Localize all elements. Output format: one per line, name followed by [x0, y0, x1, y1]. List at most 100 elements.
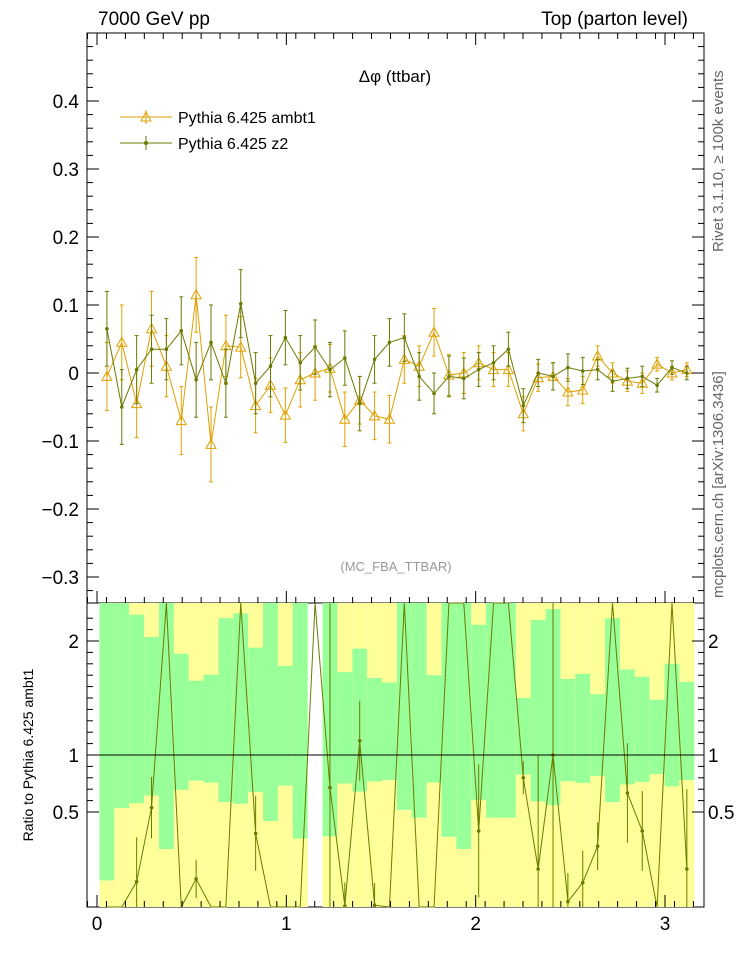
y-tick-label: −0.3	[41, 568, 79, 589]
ratio-tick-label: 2	[68, 632, 79, 653]
data-point-dot	[432, 391, 436, 396]
ratio-band-green	[530, 619, 546, 802]
ratio-band-green	[634, 676, 650, 782]
ratio-band-green	[619, 669, 635, 785]
data-point-triangle	[175, 414, 188, 426]
data-point-dot	[640, 374, 645, 379]
data-point-dot	[134, 367, 139, 372]
ratio-band-green	[337, 672, 353, 784]
data-point-dot	[655, 383, 659, 388]
data-point-dot	[595, 367, 600, 372]
data-point-dot	[328, 367, 332, 372]
ratio-band-green	[426, 675, 442, 783]
data-point-dot	[521, 403, 526, 408]
ratio-tick-label: 0.5	[53, 803, 79, 824]
y-tick-label: −0.2	[41, 500, 79, 521]
data-point-dot	[506, 347, 511, 352]
axis-ticks: 0.4 0.3 0.2 0.1 0 −0.1 −0.2 −0.3 0 1 2 3 2 2 1 1 0.5 0.5	[41, 33, 734, 935]
data-point-dot	[551, 374, 555, 379]
data-point-triangle	[562, 386, 574, 397]
ratio-band-green	[203, 674, 219, 783]
ratio-tick-label-right: 0.5	[708, 803, 734, 824]
ratio-band-green	[99, 603, 115, 881]
legend: Pythia 6.425 ambt1 Pythia 6.425 z2	[120, 110, 316, 153]
ratio-band-green	[486, 603, 501, 818]
data-point-triangle	[130, 397, 143, 409]
x-tick-label: 1	[281, 914, 292, 935]
data-point-triangle	[279, 409, 292, 420]
ratio-band-green	[144, 636, 159, 796]
ratio-band-green	[188, 680, 204, 781]
data-point-dot	[313, 345, 317, 349]
data-point-dot	[253, 381, 258, 386]
series-line-0	[106, 294, 687, 445]
header-right: Top (parton level)	[541, 9, 688, 30]
data-point-triangle	[428, 326, 440, 337]
data-point-dot	[461, 376, 466, 381]
data-point-dot	[105, 327, 109, 331]
ratio-band-green	[114, 603, 130, 809]
data-point-dot	[164, 347, 169, 352]
ratio-tick-label-right: 1	[708, 746, 719, 767]
y-tick-label: 0	[68, 364, 79, 385]
ratio-band-green	[500, 603, 516, 818]
data-point-dot	[194, 378, 198, 382]
data-point-triangle	[234, 341, 247, 352]
ratio-band-green	[263, 603, 278, 821]
data-point-dot	[149, 347, 154, 352]
ratio-band-green	[396, 603, 412, 810]
x-tick-label: 2	[470, 914, 481, 935]
data-point-triangle	[398, 353, 411, 364]
data-point-dot	[268, 364, 273, 369]
data-point-triangle	[576, 383, 589, 395]
data-point-triangle	[368, 409, 381, 421]
ratio-band-green	[649, 699, 665, 774]
ratio-band-green	[471, 624, 487, 800]
y-tick-label: 0.2	[53, 228, 79, 249]
data-point-triangle	[666, 366, 678, 378]
data-point-dot	[209, 340, 213, 345]
analysis-label: (MC_FBA_TTBAR)	[340, 559, 451, 574]
data-point-dot	[224, 381, 228, 386]
data-point-dot	[685, 371, 689, 375]
ratio-band-green	[441, 603, 457, 837]
ratio-band-green	[158, 603, 174, 850]
ratio-band-green	[411, 603, 427, 818]
y-tick-label: 0.4	[53, 92, 80, 113]
ratio-band-green	[382, 682, 397, 780]
data-point-dot	[283, 335, 288, 340]
legend-marker-ambt1	[140, 110, 152, 122]
side-label-rivet: Rivet 3.1.10, ≥ 100k events	[710, 70, 727, 252]
y-tick-label: 0.3	[53, 160, 79, 181]
ratio-band-green	[679, 682, 695, 781]
legend-label-z2: Pythia 6.425 z2	[178, 136, 288, 153]
header-left: 7000 GeV pp	[98, 9, 210, 30]
ratio-series	[106, 602, 689, 909]
ratio-band-green	[292, 603, 308, 839]
data-point-triangle	[502, 363, 515, 375]
ratio-band-green	[456, 603, 472, 850]
series-line-1	[106, 303, 688, 409]
data-point-triangle	[309, 366, 321, 378]
legend-label-ambt1: Pythia 6.425 ambt1	[178, 110, 316, 127]
ratio-band-green	[129, 614, 145, 804]
x-tick-label: 3	[660, 914, 671, 935]
ratio-band-green	[575, 673, 591, 783]
x-tick-label: 0	[92, 914, 103, 935]
data-point-triangle	[383, 413, 396, 424]
data-point-dot	[447, 374, 451, 379]
y-tick-label: 0.1	[53, 296, 79, 317]
ratio-band-green	[605, 618, 620, 803]
ratio-band-green	[173, 653, 189, 790]
data-point-triangle	[190, 288, 202, 300]
data-point-triangle	[115, 336, 128, 347]
data-point-dot	[387, 340, 392, 345]
data-point-triangle	[101, 370, 113, 381]
data-point-dot	[536, 371, 540, 375]
ratio-tick-label: 1	[68, 746, 79, 767]
data-point-dot	[417, 374, 421, 379]
data-point-dot	[343, 356, 347, 360]
data-point-dot	[491, 361, 496, 365]
ratio-tick-label-right: 2	[708, 632, 719, 653]
